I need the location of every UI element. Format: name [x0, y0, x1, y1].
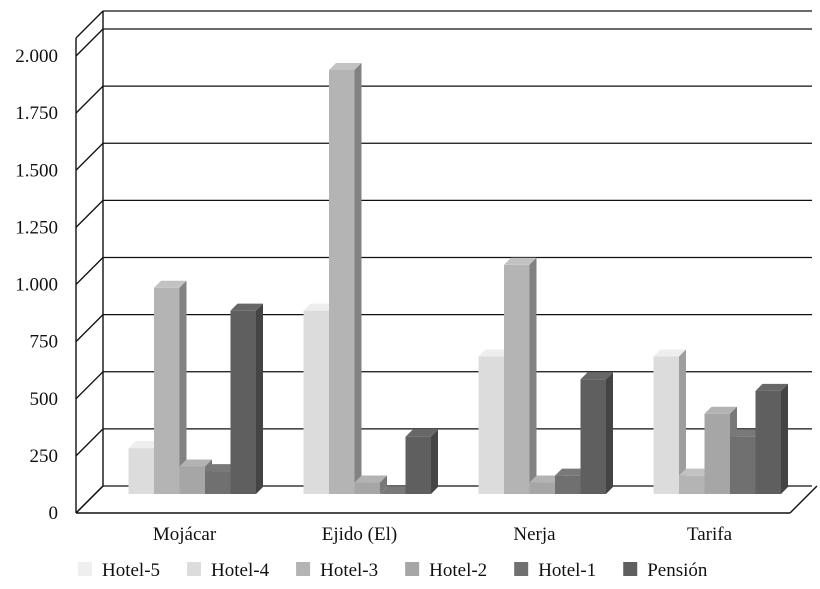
bar-side [606, 372, 613, 494]
floor-left-edge [75, 485, 104, 514]
x-category-label: Tarifa [687, 524, 733, 545]
bar [755, 390, 781, 494]
bar [504, 264, 530, 494]
bar [679, 475, 705, 494]
bar-top [555, 468, 588, 476]
y-tick-label: 2.000 [15, 46, 58, 67]
bar-side [431, 429, 438, 494]
y-tick-label: 250 [30, 446, 59, 467]
bar-top [478, 349, 511, 357]
bar [653, 356, 679, 494]
legend-item-label: Hotel-2 [429, 560, 487, 581]
legend-item-label: Hotel-4 [211, 560, 270, 581]
bar-top [329, 63, 362, 70]
bar-side [781, 383, 788, 494]
x-category-label: Ejido (El) [322, 524, 397, 545]
bar-top [679, 468, 712, 476]
floor-right-edge [789, 485, 818, 514]
bar-top [405, 429, 438, 437]
bar [529, 482, 555, 494]
bar [704, 413, 730, 494]
labels: 0 250 500 750 1.000 1.250 1.500 1.750 2.000 Mojác… [15, 46, 732, 545]
bar-top [154, 280, 187, 288]
bar-top [230, 303, 263, 311]
legend-swatch [405, 562, 420, 576]
y-tick-label: 0 [49, 503, 59, 524]
bar-top [205, 464, 238, 472]
gridline-side [75, 199, 104, 228]
legend-item-label: Hotel-1 [538, 560, 596, 581]
y-tick-label: 1.250 [15, 217, 58, 238]
legend-item-label: Hotel-5 [102, 560, 160, 581]
bar-top [354, 475, 387, 483]
bar-top [128, 441, 161, 449]
gridline-side [75, 314, 104, 343]
bar-side [179, 280, 187, 494]
bar [303, 310, 329, 494]
bar [128, 448, 154, 494]
bar-top [453, 487, 486, 494]
gridline-side [75, 85, 104, 114]
gridlines [75, 10, 812, 514]
y-tick-label: 750 [30, 332, 59, 353]
legend-swatch [623, 562, 638, 576]
bar-top [529, 475, 562, 483]
bar [555, 475, 581, 494]
bar [580, 379, 606, 494]
legend-swatch [514, 562, 529, 576]
gridline-side [75, 428, 104, 457]
bar-top [103, 487, 136, 494]
bar-side [354, 63, 362, 494]
bar-side [529, 257, 537, 494]
bar-top [653, 349, 686, 357]
bar [329, 70, 355, 494]
legend-swatch [296, 562, 311, 576]
x-category-label: Mojácar [153, 524, 217, 545]
y-tick-label: 1.750 [15, 103, 58, 124]
bar-top [380, 487, 413, 494]
bar [730, 436, 756, 494]
bar [478, 356, 504, 494]
bar [154, 287, 180, 494]
gridline-side [75, 28, 104, 57]
legend-swatch [78, 562, 92, 576]
bar [405, 436, 431, 494]
bar-top [303, 303, 336, 311]
bar [179, 466, 205, 494]
bar-top [580, 372, 613, 380]
bar-top [278, 487, 311, 494]
gridline-side [75, 142, 104, 171]
legend-item-label: Pensión [647, 560, 708, 581]
axes [75, 11, 818, 514]
bar-side [380, 475, 387, 494]
gridline-side [75, 10, 104, 39]
bar-top [704, 406, 737, 414]
bar [354, 482, 380, 494]
legend: Hotel-5 Hotel-4 Hotel-3 Hotel-2 Hotel-1 Pensi… [78, 560, 708, 581]
bar [205, 471, 231, 494]
bar [230, 310, 256, 494]
bar-top [504, 257, 537, 265]
y-tick-label: 1.000 [15, 275, 58, 296]
legend-swatch [187, 562, 202, 576]
y-tick-label: 500 [30, 389, 59, 410]
gridline-side [75, 371, 104, 400]
bar-side [256, 303, 263, 494]
x-category-label: Nerja [513, 524, 556, 545]
bars [103, 63, 788, 495]
bar-top [179, 459, 212, 467]
bar-top [628, 487, 661, 494]
y-tick-label: 1.500 [15, 160, 58, 181]
gridline-side [75, 257, 104, 285]
bar-top [755, 383, 788, 391]
bar-side [679, 349, 686, 494]
legend-item-label: Hotel-3 [320, 560, 378, 581]
bar-top [730, 429, 763, 437]
